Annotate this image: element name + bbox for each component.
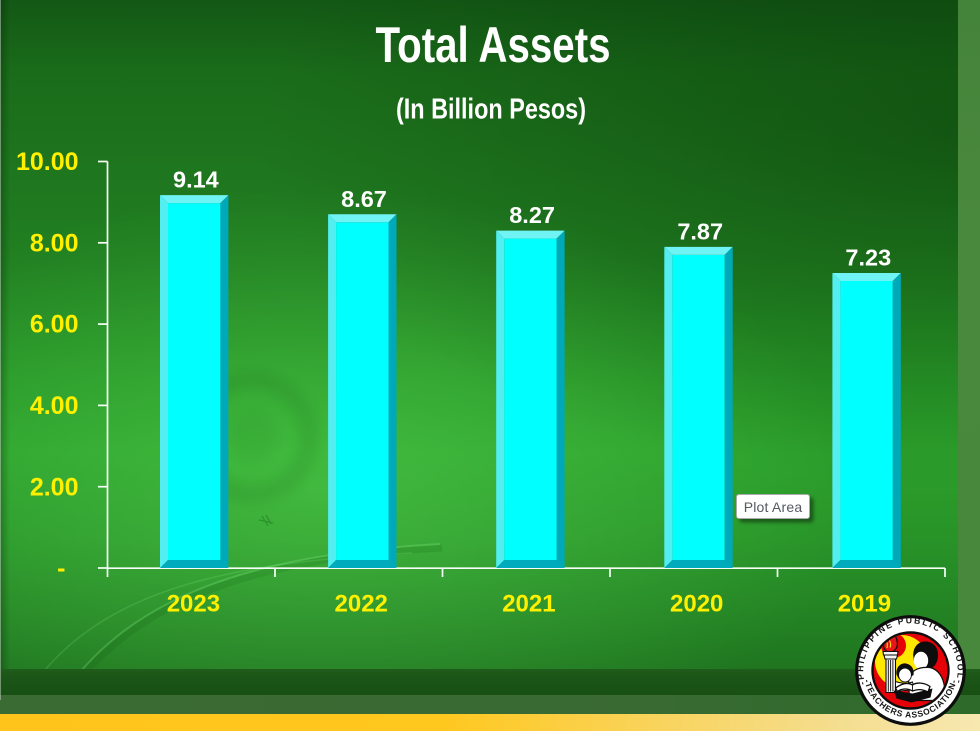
svg-text:2021: 2021 xyxy=(502,591,555,618)
svg-text:8.27: 8.27 xyxy=(509,202,555,228)
svg-text:2.00: 2.00 xyxy=(30,473,79,501)
svg-text:2019: 2019 xyxy=(838,591,891,618)
svg-text:2023: 2023 xyxy=(167,591,220,618)
svg-text:8.00: 8.00 xyxy=(30,229,79,257)
svg-text:8.67: 8.67 xyxy=(341,186,387,212)
svg-text:10.00: 10.00 xyxy=(16,148,79,176)
svg-text:(In Billion Pesos): (In Billion Pesos) xyxy=(396,94,586,126)
svg-text:4.00: 4.00 xyxy=(30,392,79,420)
svg-text:7.87: 7.87 xyxy=(677,218,723,244)
svg-text:-: - xyxy=(57,554,65,582)
svg-text:Total Assets: Total Assets xyxy=(376,17,611,73)
svg-text:9.14: 9.14 xyxy=(173,167,219,193)
svg-text:7.23: 7.23 xyxy=(845,245,891,271)
svg-text:6.00: 6.00 xyxy=(30,311,79,339)
svg-text:2022: 2022 xyxy=(335,591,388,618)
svg-text:2020: 2020 xyxy=(670,591,723,618)
